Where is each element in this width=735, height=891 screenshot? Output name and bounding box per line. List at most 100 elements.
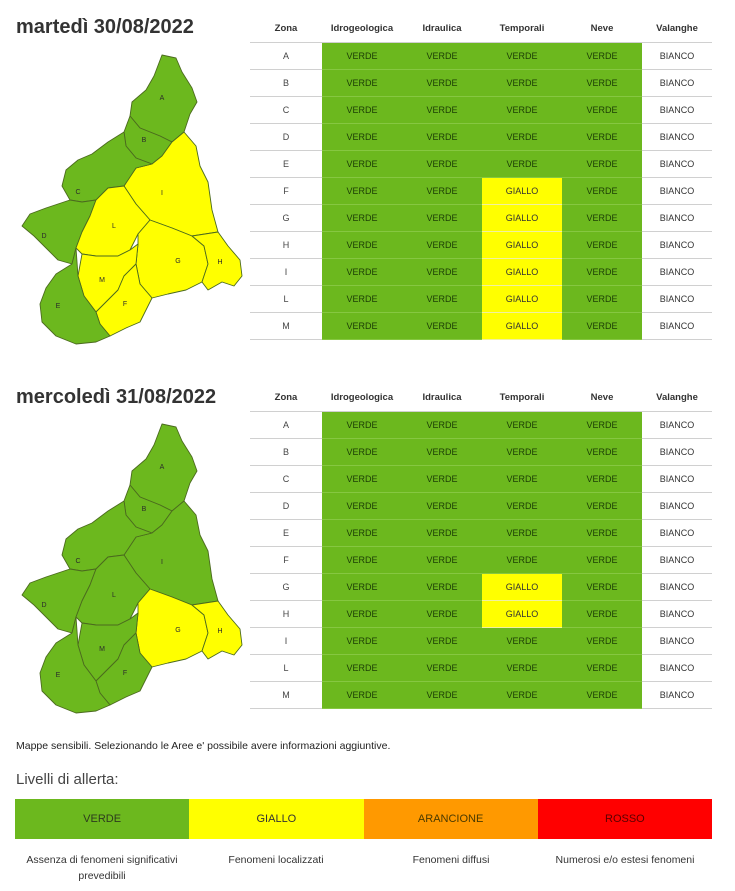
cell-idrogeologica: VERDE xyxy=(322,231,402,259)
map-zone-h[interactable] xyxy=(191,600,243,660)
cell-zona: D xyxy=(250,492,322,520)
cell-idraulica: VERDE xyxy=(402,519,482,547)
map-note: Mappe sensibili. Selezionando le Aree e'… xyxy=(16,740,391,752)
cell-neve: VERDE xyxy=(562,69,642,97)
table-row: A VERDE VERDE VERDE VERDE BIANCO xyxy=(250,42,712,70)
cell-idraulica: VERDE xyxy=(402,600,482,628)
map-zone-label: E xyxy=(56,303,61,310)
map-zone-label: D xyxy=(41,233,46,240)
cell-zona: M xyxy=(250,312,322,340)
legend-rosso: ROSSO xyxy=(537,799,712,839)
cell-zona: A xyxy=(250,42,322,70)
cell-idrogeologica: VERDE xyxy=(322,627,402,655)
cell-neve: VERDE xyxy=(562,204,642,232)
alert-table-day-2: Zona Idrogeologica Idraulica Temporali N… xyxy=(250,385,712,709)
cell-idraulica: VERDE xyxy=(402,123,482,151)
table-row: B VERDE VERDE VERDE VERDE BIANCO xyxy=(250,438,712,466)
cell-idraulica: VERDE xyxy=(402,546,482,574)
map-zone-label: H xyxy=(217,259,222,266)
header-idraulica: Idraulica xyxy=(402,16,482,43)
cell-temporali: VERDE xyxy=(482,150,562,178)
region-map-day-1[interactable]: A B I C D L G H M F E xyxy=(12,50,244,350)
legend-giallo: GIALLO xyxy=(189,799,364,839)
legend-bar: VERDE GIALLO ARANCIONE ROSSO xyxy=(15,799,712,839)
cell-neve: VERDE xyxy=(562,411,642,439)
cell-idraulica: VERDE xyxy=(402,627,482,655)
cell-temporali: VERDE xyxy=(482,654,562,682)
cell-idrogeologica: VERDE xyxy=(322,519,402,547)
header-neve: Neve xyxy=(562,16,642,43)
legend-desc-arancione: Fenomeni diffusi xyxy=(412,854,490,866)
cell-valanghe: BIANCO xyxy=(642,438,712,466)
cell-valanghe: BIANCO xyxy=(642,177,712,205)
piemonte-map-svg[interactable]: A B I C D L G H M F E xyxy=(12,50,244,350)
cell-idraulica: VERDE xyxy=(402,681,482,709)
map-zone-e[interactable] xyxy=(39,247,111,345)
cell-temporali: VERDE xyxy=(482,438,562,466)
cell-zona: G xyxy=(250,573,322,601)
cell-temporali: VERDE xyxy=(482,123,562,151)
region-map-day-2[interactable]: A B I C D L G H M F E xyxy=(12,419,244,719)
cell-neve: VERDE xyxy=(562,312,642,340)
cell-temporali: VERDE xyxy=(482,519,562,547)
cell-temporali: GIALLO xyxy=(482,258,562,286)
cell-valanghe: BIANCO xyxy=(642,519,712,547)
cell-idrogeologica: VERDE xyxy=(322,438,402,466)
cell-temporali: GIALLO xyxy=(482,204,562,232)
cell-temporali: GIALLO xyxy=(482,231,562,259)
cell-neve: VERDE xyxy=(562,654,642,682)
cell-neve: VERDE xyxy=(562,600,642,628)
cell-idraulica: VERDE xyxy=(402,204,482,232)
cell-zona: I xyxy=(250,258,322,286)
header-idraulica: Idraulica xyxy=(402,385,482,412)
cell-idrogeologica: VERDE xyxy=(322,546,402,574)
cell-temporali: GIALLO xyxy=(482,573,562,601)
cell-idrogeologica: VERDE xyxy=(322,42,402,70)
map-zone-label: F xyxy=(123,301,127,308)
header-zona: Zona xyxy=(250,16,322,43)
cell-neve: VERDE xyxy=(562,258,642,286)
legend-verde: VERDE xyxy=(15,799,190,839)
cell-zona: H xyxy=(250,231,322,259)
table-row: C VERDE VERDE VERDE VERDE BIANCO xyxy=(250,465,712,493)
cell-temporali: GIALLO xyxy=(482,177,562,205)
table-row: G VERDE VERDE GIALLO VERDE BIANCO xyxy=(250,204,712,232)
legend-title: Livelli di allerta: xyxy=(16,771,119,788)
cell-zona: A xyxy=(250,411,322,439)
cell-neve: VERDE xyxy=(562,438,642,466)
piemonte-map-svg[interactable]: A B I C D L G H M F E xyxy=(12,419,244,719)
cell-idraulica: VERDE xyxy=(402,42,482,70)
cell-neve: VERDE xyxy=(562,96,642,124)
cell-neve: VERDE xyxy=(562,465,642,493)
map-zone-label: A xyxy=(160,95,165,102)
map-zone-e[interactable] xyxy=(39,616,111,714)
cell-valanghe: BIANCO xyxy=(642,600,712,628)
header-valanghe: Valanghe xyxy=(642,16,712,43)
cell-idraulica: VERDE xyxy=(402,573,482,601)
cell-zona: C xyxy=(250,465,322,493)
cell-idrogeologica: VERDE xyxy=(322,123,402,151)
cell-zona: G xyxy=(250,204,322,232)
cell-temporali: GIALLO xyxy=(482,285,562,313)
map-zone-label: M xyxy=(99,646,105,653)
cell-zona: L xyxy=(250,285,322,313)
map-zone-label: L xyxy=(112,592,116,599)
cell-idraulica: VERDE xyxy=(402,231,482,259)
cell-idraulica: VERDE xyxy=(402,69,482,97)
map-zone-label: F xyxy=(123,670,127,677)
map-zone-h[interactable] xyxy=(191,231,243,291)
cell-idrogeologica: VERDE xyxy=(322,258,402,286)
table-row: D VERDE VERDE VERDE VERDE BIANCO xyxy=(250,123,712,151)
cell-neve: VERDE xyxy=(562,177,642,205)
legend-desc-giallo: Fenomeni localizzati xyxy=(228,854,324,866)
legend-desc-rosso: Numerosi e/o estesi fenomeni xyxy=(555,854,695,866)
header-temporali: Temporali xyxy=(482,385,562,412)
table-row: D VERDE VERDE VERDE VERDE BIANCO xyxy=(250,492,712,520)
cell-idrogeologica: VERDE xyxy=(322,600,402,628)
cell-valanghe: BIANCO xyxy=(642,546,712,574)
map-zone-label: A xyxy=(160,464,165,471)
cell-idraulica: VERDE xyxy=(402,438,482,466)
table-row: A VERDE VERDE VERDE VERDE BIANCO xyxy=(250,411,712,439)
cell-temporali: VERDE xyxy=(482,96,562,124)
cell-valanghe: BIANCO xyxy=(642,285,712,313)
